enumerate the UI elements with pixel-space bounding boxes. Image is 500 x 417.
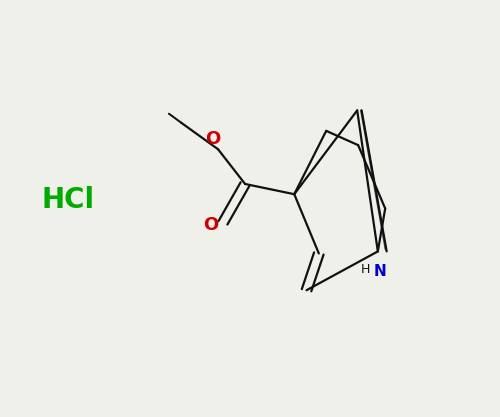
- Text: O: O: [203, 216, 218, 234]
- Text: O: O: [206, 130, 221, 148]
- Text: N: N: [374, 264, 386, 279]
- Text: HCl: HCl: [42, 186, 94, 214]
- Text: H: H: [361, 263, 370, 276]
